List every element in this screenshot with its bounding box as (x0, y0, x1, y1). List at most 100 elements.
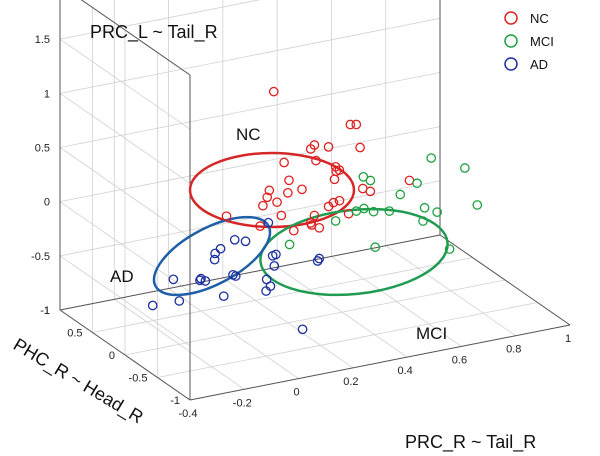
data-point-mci (472, 200, 483, 210)
data-point-nc (297, 184, 307, 195)
y-tick-label: 0.5 (67, 328, 82, 340)
data-point-nc (345, 119, 356, 130)
data-point-nc (314, 222, 325, 233)
z-tick-label: 1 (44, 88, 50, 100)
data-point-nc (255, 221, 265, 231)
grid-line (59, 126, 441, 203)
grid-line (59, 72, 441, 148)
data-point-ad (168, 274, 179, 285)
data-point-nc (279, 157, 289, 168)
data-point-nc (262, 192, 273, 203)
z-tick-label: 0 (44, 197, 50, 209)
z-axis-title: PRC_L ~ Tail_R (90, 22, 218, 43)
mci-group-label: MCI (416, 324, 447, 343)
z-tick-label: 1.5 (35, 34, 50, 46)
data-point-nc (334, 195, 345, 206)
data-point-mci (418, 216, 428, 226)
x-tick-label: 0.4 (397, 365, 412, 377)
grid-line (157, 302, 538, 378)
x-tick-label: -0.2 (233, 397, 252, 409)
data-point-nc (351, 119, 362, 130)
data-point-ad (230, 271, 241, 281)
data-point-mci (359, 203, 369, 214)
grid-line (59, 17, 441, 94)
data-point-mci (412, 178, 422, 189)
data-point-ad (215, 243, 226, 254)
axis-edge (189, 324, 571, 401)
x-axis-title: PRC_R ~ Tail_R (405, 432, 536, 453)
y-tick-label: -0.5 (129, 373, 148, 385)
data-point-nc (288, 225, 299, 236)
data-point-ad (314, 253, 325, 264)
x-tick-label: 1 (565, 333, 571, 345)
data-point-ad (218, 291, 229, 302)
data-point-nc (328, 197, 339, 208)
x-tick-label: 0 (294, 387, 300, 399)
ad-group-label: AD (110, 267, 134, 286)
data-point-nc (355, 142, 365, 153)
data-point-nc (305, 144, 316, 154)
axis-edge (59, 234, 441, 311)
data-point-nc (323, 142, 334, 152)
data-point-nc (365, 186, 376, 197)
data-point-mci (368, 206, 379, 217)
data-points (147, 86, 483, 335)
grid-line (59, 93, 191, 184)
data-point-ad (263, 217, 274, 228)
data-point-mci (426, 153, 437, 163)
data-point-mci (444, 244, 455, 254)
z-tick-label: -1 (40, 305, 50, 317)
data-point-nc (268, 86, 279, 97)
data-point-mci (370, 242, 381, 252)
ad-group-ellipse (152, 215, 272, 297)
x-tick-label: 0.2 (343, 376, 358, 388)
z-tick-label: -0.5 (31, 251, 50, 263)
data-point-ad (312, 256, 323, 266)
axes-frame (59, 0, 571, 401)
grid-line (59, 201, 191, 292)
data-point-nc (311, 155, 321, 166)
data-point-ad (240, 236, 251, 247)
data-point-nc (309, 210, 320, 221)
legend-marker-nc (504, 11, 518, 25)
data-point-ad (265, 281, 276, 292)
data-point-nc (258, 200, 268, 211)
x-tick-label: 0.6 (452, 354, 467, 366)
axis-edge (59, 309, 191, 401)
data-point-nc (283, 188, 293, 198)
data-point-mci (384, 206, 395, 216)
grid-line (124, 279, 506, 356)
data-point-nc (334, 165, 345, 175)
legend: NC MCI AD (504, 11, 554, 72)
data-point-nc (276, 210, 287, 221)
data-point-mci (330, 216, 341, 226)
axis-edge (80, 0, 191, 76)
data-point-nc (264, 185, 275, 196)
legend-label-mci: MCI (530, 34, 554, 49)
grid-line (59, 0, 261, 40)
data-point-ad (195, 275, 205, 286)
tick-labels: -0.4-0.200.20.40.60.81-1-0.500.51-1-0.50… (31, 34, 571, 420)
data-point-mci (358, 172, 369, 182)
data-point-mci (460, 163, 470, 173)
x-tick-label: -0.4 (179, 408, 198, 420)
data-point-ad (174, 296, 185, 306)
legend-label-ad: AD (530, 57, 548, 72)
nc-group-ellipse (188, 151, 356, 229)
data-point-ad (196, 273, 206, 284)
data-point-ad (229, 234, 240, 245)
y-tick-label: -1 (170, 395, 180, 407)
data-point-nc (305, 218, 316, 228)
data-point-mci (432, 207, 442, 217)
data-point-ad (209, 254, 220, 265)
grid-line (59, 38, 191, 130)
data-point-mci (395, 189, 406, 200)
axis-edge (439, 234, 571, 326)
grid-line (92, 257, 473, 333)
data-point-mci (284, 239, 295, 250)
data-point-nc (272, 197, 282, 208)
grid-line (59, 147, 191, 238)
grid-line (59, 255, 191, 347)
y-tick-label: 1 (44, 305, 50, 317)
